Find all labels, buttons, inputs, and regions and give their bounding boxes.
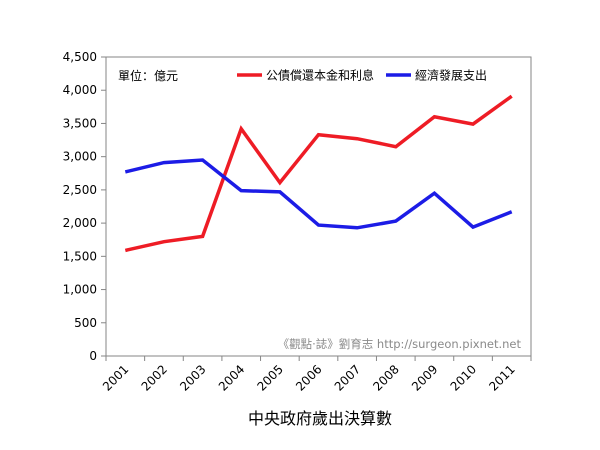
x-tick-label: 2010	[448, 362, 479, 393]
x-tick-label: 2001	[100, 362, 131, 393]
y-tick-label: 2,000	[63, 216, 97, 230]
series-line-1	[124, 94, 513, 253]
x-axis-label: 中央政府歲出決算數	[248, 409, 392, 428]
y-tick-label: 500	[74, 316, 97, 330]
x-tick-label: 2006	[293, 362, 324, 393]
legend: 公債償還本金和利息 經濟發展支出	[237, 68, 487, 83]
x-tick-label: 2009	[409, 362, 440, 393]
y-tick-label: 3,500	[63, 116, 97, 130]
series-line-2	[124, 158, 513, 230]
legend-label-2: 經濟發展支出	[415, 68, 487, 83]
axes	[105, 56, 532, 357]
x-axis-ticks: 2001 2002 2003 2004 2005 2006 2007 2008 2009 2010…	[100, 356, 532, 394]
x-tick-label: 2005	[254, 362, 285, 393]
x-tick-label: 2008	[370, 362, 401, 393]
legend-label-1: 公債償還本金和利息	[266, 68, 374, 83]
unit-label: 單位：億元	[118, 68, 178, 83]
y-tick-label: 1,500	[63, 249, 97, 263]
plot-area-border	[105, 56, 532, 357]
y-tick-label: 1,000	[63, 283, 97, 297]
y-tick-label: 4,500	[63, 50, 97, 64]
y-tick-label: 4,000	[63, 83, 97, 97]
x-tick-label: 2007	[332, 362, 363, 393]
y-tick-label: 0	[89, 349, 97, 363]
x-tick-label: 2004	[216, 362, 247, 393]
y-axis-ticks: 0 500 1,000 1,500 2,000 2,500 3,000 3,500 4,000 4…	[63, 50, 106, 363]
x-tick-label: 2003	[177, 362, 208, 393]
y-tick-label: 3,000	[63, 150, 97, 164]
x-tick-label: 2011	[486, 362, 517, 393]
y-tick-label: 2,500	[63, 183, 97, 197]
watermark: 《觀點‧誌》劉育志 http://surgeon.pixnet.net	[278, 337, 522, 351]
series-lines	[124, 94, 513, 253]
x-tick-label: 2002	[139, 362, 170, 393]
